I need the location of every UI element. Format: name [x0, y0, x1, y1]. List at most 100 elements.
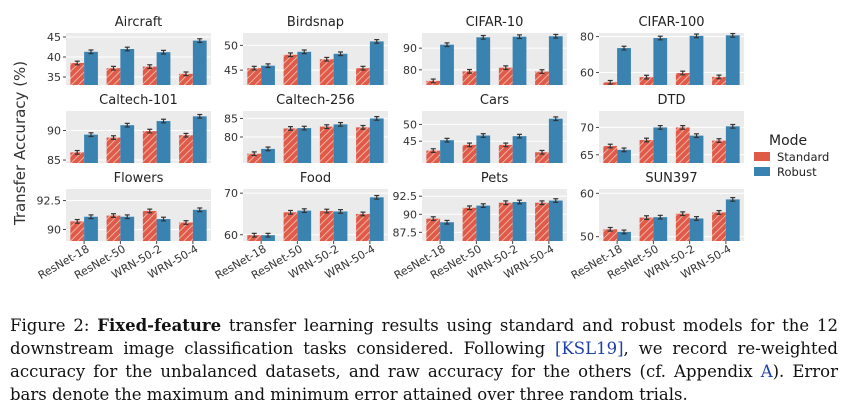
citation-link[interactable]: [KSL19] — [555, 339, 624, 358]
panel-title: Flowers — [114, 171, 164, 186]
bar-standard-resnet-18 — [603, 229, 618, 241]
bar-robust-resnet-18 — [261, 65, 275, 85]
bar-robust-wrn-50-2 — [512, 202, 527, 241]
panel-pets: Pets87.59092.5ResNet-18ResNet-50WRN-50-2… — [392, 171, 567, 282]
y-tick-label: 70 — [580, 121, 594, 134]
panel-title: Cars — [480, 93, 509, 108]
bar-robust-wrn-50-4 — [369, 118, 384, 163]
caption-text-1: transfer learning results using standard… — [10, 316, 838, 358]
bar-standard-wrn-50-2 — [142, 66, 157, 85]
bar-robust-resnet-50 — [653, 38, 668, 85]
bar-robust-resnet-50 — [297, 210, 312, 241]
bar-robust-resnet-50 — [653, 217, 668, 241]
bar-standard-resnet-50 — [639, 77, 654, 85]
panel-title: SUN397 — [645, 171, 697, 186]
bar-robust-wrn-50-4 — [548, 36, 563, 85]
bar-standard-wrn-50-2 — [142, 131, 157, 163]
bar-standard-wrn-50-4 — [179, 135, 193, 163]
panel-caltech-256: Caltech-256 80 85 — [224, 93, 388, 163]
bar-robust-resnet-50 — [120, 216, 135, 241]
y-tick-label: 40 — [47, 51, 61, 64]
bar-robust-resnet-18 — [84, 216, 98, 241]
bar-standard-wrn-50-2 — [675, 127, 690, 163]
y-tick-label: 92.5 — [37, 195, 62, 208]
panel-title: Pets — [481, 171, 508, 186]
caption-bold: Fixed-feature — [97, 316, 222, 335]
y-tick-label: 90 — [403, 42, 417, 55]
y-tick-label: 92.5 — [393, 190, 418, 203]
y-tick-label: 85 — [47, 154, 61, 167]
y-tick-label: 70 — [224, 187, 238, 200]
panel-cifar-10: CIFAR-10 80 90 — [403, 15, 567, 85]
panel-sun397: SUN3975060ResNet-18ResNet-50WRN-50-2WRN-… — [569, 171, 744, 282]
bar-standard-wrn-50-4 — [535, 71, 549, 85]
bar-robust-resnet-18 — [617, 149, 631, 163]
bar-robust-wrn-50-4 — [192, 40, 207, 85]
legend-entry-standard: Standard — [777, 150, 829, 164]
bar-robust-wrn-50-2 — [512, 136, 527, 163]
y-axis-label: Transfer Accuracy (%) — [11, 61, 29, 226]
panel-title: Caltech-256 — [276, 93, 355, 108]
bar-robust-wrn-50-4 — [725, 199, 740, 241]
bar-standard-resnet-50 — [106, 137, 121, 163]
bar-robust-resnet-18 — [440, 222, 454, 241]
bar-standard-wrn-50-4 — [535, 202, 549, 241]
bar-robust-resnet-18 — [440, 44, 454, 85]
bar-robust-resnet-18 — [84, 51, 98, 85]
panel-food: Food6070ResNet-18ResNet-50WRN-50-2WRN-50… — [213, 171, 388, 282]
bar-robust-wrn-50-2 — [333, 124, 348, 163]
bar-robust-wrn-50-2 — [689, 135, 704, 163]
bar-standard-wrn-50-4 — [356, 127, 370, 163]
panel-title: Caltech-101 — [99, 93, 178, 108]
bar-standard-resnet-18 — [603, 146, 618, 163]
panel-caltech-101: Caltech-101 85 90 — [47, 93, 211, 167]
bar-robust-wrn-50-4 — [725, 35, 740, 85]
bar-robust-wrn-50-2 — [156, 121, 171, 163]
bar-standard-resnet-18 — [426, 150, 441, 163]
bar-standard-resnet-50 — [283, 212, 298, 241]
legend-swatch-standard — [754, 152, 770, 161]
y-tick-label: 80 — [224, 131, 238, 144]
bar-standard-wrn-50-4 — [712, 140, 726, 163]
y-tick-label: 60 — [580, 187, 594, 200]
bar-robust-resnet-18 — [261, 148, 275, 163]
panels-group: Aircraft354045Birdsnap4550CIFAR-108090CI… — [36, 15, 744, 282]
bar-robust-wrn-50-4 — [548, 118, 563, 163]
bar-standard-resnet-18 — [70, 63, 85, 85]
y-tick-label: 60 — [224, 229, 238, 242]
y-tick-label: 35 — [47, 71, 61, 84]
bar-robust-wrn-50-2 — [333, 211, 348, 241]
bar-standard-resnet-50 — [462, 207, 477, 241]
bar-robust-resnet-50 — [297, 51, 312, 85]
panel-aircraft: Aircraft 35 40 45 — [47, 15, 211, 85]
panel-birdsnap: Birdsnap 45 50 — [224, 15, 388, 85]
panel-title: Birdsnap — [287, 15, 344, 30]
y-tick-label: 80 — [580, 31, 594, 44]
panel-title: DTD — [658, 93, 686, 108]
y-tick-label: 50 — [580, 231, 594, 244]
bar-standard-wrn-50-4 — [712, 76, 726, 85]
bar-robust-wrn-50-4 — [548, 200, 563, 241]
y-tick-label: 90 — [403, 208, 417, 221]
bar-standard-wrn-50-4 — [356, 68, 370, 85]
bar-standard-wrn-50-2 — [319, 126, 334, 163]
bar-standard-resnet-50 — [639, 140, 654, 163]
bar-robust-wrn-50-4 — [369, 41, 384, 85]
y-tick-label: 80 — [403, 64, 417, 77]
bar-robust-wrn-50-4 — [192, 209, 207, 241]
y-tick-label: 90 — [47, 223, 61, 236]
bar-standard-resnet-50 — [106, 68, 121, 85]
bar-robust-wrn-50-2 — [333, 53, 348, 85]
figure-caption: Figure 2: Fixed-feature transfer learnin… — [10, 314, 838, 406]
bar-robust-resnet-50 — [476, 37, 491, 85]
bar-standard-wrn-50-2 — [319, 211, 334, 241]
bar-standard-wrn-50-4 — [179, 222, 193, 241]
legend-entry-robust: Robust — [777, 165, 817, 179]
bar-standard-resnet-50 — [462, 71, 477, 85]
bar-robust-wrn-50-2 — [156, 219, 171, 241]
y-tick-label: 45 — [403, 135, 417, 148]
appendix-link[interactable]: A — [760, 362, 773, 381]
bar-robust-wrn-50-2 — [689, 35, 704, 85]
caption-text-2: , we record re-weighted accuracy for the… — [10, 339, 838, 381]
